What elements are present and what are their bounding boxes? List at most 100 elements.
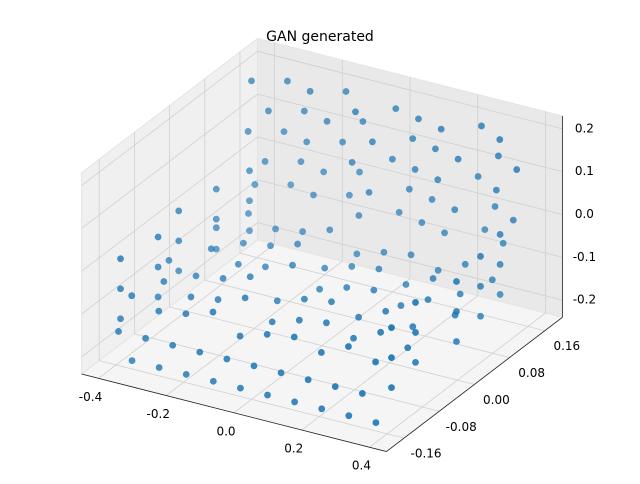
point [380, 248, 388, 256]
point [241, 294, 249, 302]
point [155, 307, 163, 315]
point [509, 216, 517, 224]
point [175, 267, 183, 275]
point [356, 168, 363, 176]
point [160, 278, 168, 285]
point [326, 226, 334, 234]
point [155, 364, 163, 371]
point [240, 239, 247, 247]
point [382, 307, 390, 315]
point [441, 229, 448, 237]
point [175, 207, 183, 215]
point [115, 328, 122, 335]
point [404, 344, 412, 352]
grid-line [81, 50, 258, 186]
z-tick-label: 0.1 [575, 164, 594, 178]
point [481, 226, 489, 234]
point [154, 263, 162, 271]
point [294, 240, 301, 248]
point [407, 251, 415, 259]
point [214, 296, 222, 303]
point [321, 264, 329, 272]
point [212, 185, 220, 193]
point [268, 318, 276, 326]
point [496, 136, 504, 143]
point [461, 260, 469, 268]
grid-line [257, 222, 563, 301]
point [245, 210, 252, 217]
point [411, 166, 419, 173]
point [287, 181, 295, 189]
point [495, 152, 502, 160]
point [299, 228, 307, 235]
y-tick-label: -0.08 [446, 420, 477, 434]
point [388, 354, 395, 362]
point [478, 122, 485, 130]
point [212, 245, 220, 253]
point [261, 158, 269, 165]
point [345, 412, 353, 420]
point [284, 77, 291, 85]
point [304, 376, 312, 384]
point [453, 338, 460, 345]
x-tick-label: 0.2 [284, 442, 303, 456]
point [246, 227, 253, 235]
point [375, 265, 383, 273]
point [352, 108, 359, 116]
x-tick-label: 0.0 [216, 424, 235, 438]
point [429, 275, 437, 282]
point [348, 263, 356, 270]
point [412, 299, 419, 306]
point [209, 308, 217, 316]
point [223, 355, 231, 363]
point [142, 334, 149, 342]
point [389, 155, 396, 163]
point [306, 87, 314, 95]
point [207, 245, 215, 253]
point [219, 275, 227, 282]
point [246, 197, 253, 205]
point [267, 242, 274, 250]
x-tick-label: 0.4 [352, 459, 371, 473]
point [350, 334, 357, 342]
point [405, 185, 413, 193]
point [392, 105, 400, 113]
point [117, 315, 124, 323]
z-tick-label: -0.1 [573, 250, 596, 264]
point [310, 191, 317, 199]
point [154, 233, 162, 241]
point [117, 255, 124, 263]
point [496, 291, 504, 298]
point [428, 196, 436, 203]
point [300, 107, 308, 115]
point [434, 176, 442, 184]
point [424, 296, 432, 304]
point [388, 384, 395, 392]
point [277, 369, 285, 377]
point [343, 284, 351, 291]
axis-line [386, 316, 563, 452]
point [117, 285, 124, 293]
point [370, 286, 378, 294]
grid-line [99, 360, 405, 439]
point [409, 323, 417, 331]
point [182, 310, 190, 318]
point [432, 145, 439, 153]
point [237, 384, 244, 392]
point [451, 206, 459, 214]
grid-line [81, 136, 258, 272]
point [513, 166, 521, 173]
point [454, 155, 462, 163]
point [175, 237, 183, 245]
z-tick-label: -0.2 [573, 293, 596, 307]
x-tick-label: -0.2 [147, 407, 170, 421]
point [187, 293, 195, 301]
grid-line [81, 222, 258, 358]
point [492, 186, 500, 194]
point [246, 167, 253, 175]
point [412, 359, 419, 366]
point [345, 191, 353, 199]
point [236, 332, 244, 340]
point [317, 349, 325, 356]
point [415, 115, 422, 123]
